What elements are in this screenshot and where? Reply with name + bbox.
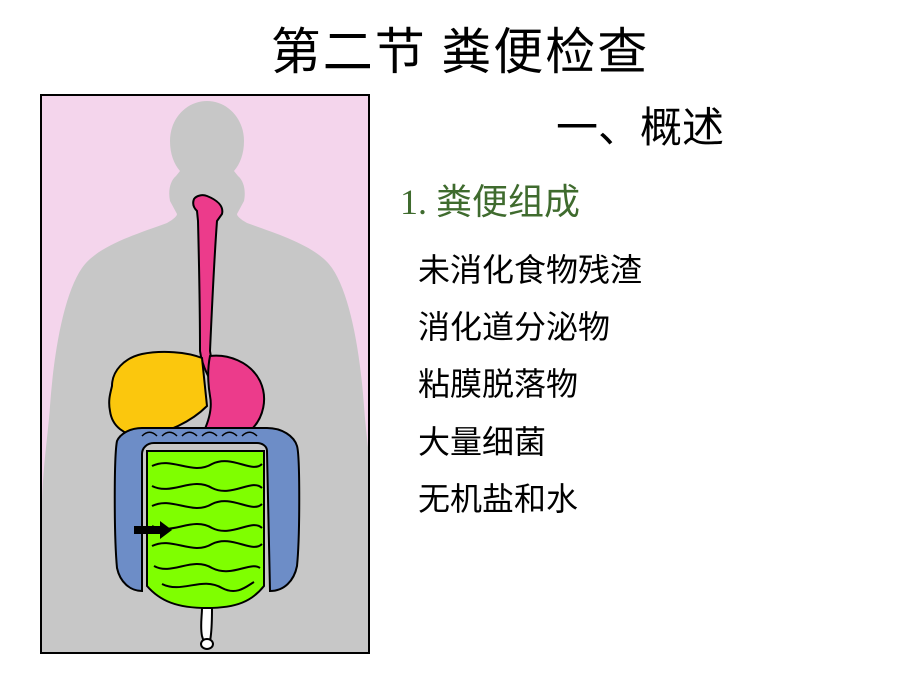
- appendix-tip: [201, 639, 213, 649]
- text-column: 一、概述 1. 粪便组成 未消化食物残渣 消化道分泌物 粘膜脱落物 大量细菌 无…: [400, 94, 880, 654]
- list-item: 大量细菌: [418, 417, 880, 468]
- list-item: 粘膜脱落物: [418, 359, 880, 410]
- content-row: 一、概述 1. 粪便组成 未消化食物残渣 消化道分泌物 粘膜脱落物 大量细菌 无…: [0, 84, 920, 654]
- anatomy-diagram: [40, 94, 370, 654]
- list-item: 未消化食物残渣: [418, 245, 880, 296]
- list-item: 无机盐和水: [418, 474, 880, 525]
- sub-heading: 1. 粪便组成: [400, 173, 880, 225]
- composition-list: 未消化食物残渣 消化道分泌物 粘膜脱落物 大量细菌 无机盐和水: [400, 245, 880, 525]
- anatomy-svg: [42, 96, 370, 654]
- section-heading: 一、概述: [400, 94, 880, 155]
- slide-title: 第二节 粪便检查: [0, 0, 920, 84]
- list-item: 消化道分泌物: [418, 302, 880, 353]
